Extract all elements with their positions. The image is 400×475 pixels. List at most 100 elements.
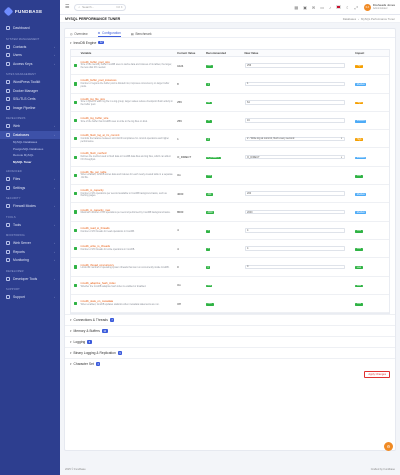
section-memory-buffers-header[interactable]: ▾ Memory & Buffers 10: [65, 325, 395, 336]
new-value-input[interactable]: 4: [244, 228, 345, 233]
new-value-input[interactable]: 64: [244, 99, 345, 105]
checkbox[interactable]: [74, 118, 78, 123]
sidebar-item-label: SSL/TLS Certs: [13, 97, 36, 102]
section-connections-threads-header[interactable]: ▾ Connections & Threads 7: [65, 314, 395, 325]
new-value-input[interactable]: 256: [244, 63, 345, 68]
moon-icon[interactable]: ☾: [346, 4, 350, 10]
sidebar-item-users[interactable]: Users ›: [0, 51, 60, 60]
section-innodb-header[interactable]: ▾ InnoDB Engine 12: [65, 38, 395, 47]
brand-logo[interactable]: FUNDBASE: [0, 6, 60, 16]
sidebar-item-ssl-tls-certs[interactable]: SSL/TLS Certs: [0, 95, 60, 104]
sidebar-item-wordpress-toolkit[interactable]: WordPress Toolkit: [0, 78, 60, 87]
checkbox[interactable]: [74, 192, 78, 196]
calendar-icon[interactable]: ▣: [303, 4, 307, 10]
new-value-input[interactable]: 1: [244, 81, 345, 87]
new-value-input[interactable]: 4: [244, 246, 345, 251]
checkbox[interactable]: [74, 301, 78, 306]
flag-icon[interactable]: [336, 5, 342, 9]
support-icon: [6, 295, 10, 300]
checkbox[interactable]: [74, 265, 78, 269]
checkbox[interactable]: [74, 155, 78, 159]
checkbox[interactable]: [74, 283, 78, 287]
section-character-set-header[interactable]: ▾ Character Set 3: [65, 358, 395, 369]
sidebar-item-web-server[interactable]: Web Server ›: [0, 239, 60, 248]
sidebar-item-access-keys[interactable]: Access Keys ›: [0, 60, 60, 69]
variable-name: innodb_flush_log_at_trx_commit: [80, 134, 120, 138]
checkbox[interactable]: [74, 64, 78, 68]
table-body: innodb_buffer_pool_size Size of the memor…: [71, 57, 389, 314]
sidebar-nav: Dashboard SYSTEM MANAGEMENT Contacts › Users…: [0, 24, 60, 302]
sidebar-item-reports[interactable]: Reports ›: [0, 248, 60, 257]
sidebar-item-monitoring[interactable]: Monitoring ›: [0, 256, 60, 265]
sidebar-subitem-mysql-databases[interactable]: MySQL Databases: [13, 140, 38, 145]
sidebar-item-label: Firewall Modes: [13, 204, 36, 209]
apply-changes-button[interactable]: Apply Changes: [364, 371, 390, 379]
sidebar-subitem-remote-mysql[interactable]: Remote MySQL: [13, 153, 34, 158]
sidebar-item-tools[interactable]: Tools ›: [0, 221, 60, 230]
search-input[interactable]: ⌕ Search... Ctrl K: [74, 3, 127, 11]
chat-icon[interactable]: ✉: [311, 4, 316, 10]
settings-fab-icon[interactable]: ⚙: [384, 442, 393, 451]
user-menu[interactable]: FJ Fireheads Jones Administrator: [363, 3, 395, 11]
sidebar-item-files[interactable]: Files ›: [0, 175, 60, 184]
checkbox[interactable]: [74, 228, 78, 232]
tab-benchmark[interactable]: ▤ Benchmark: [131, 32, 152, 37]
sidebar-item-web[interactable]: Web ›: [0, 122, 60, 131]
fullscreen-icon[interactable]: ⤢: [354, 4, 358, 10]
sidebar-subitem-mysql-tuner[interactable]: MySQL Tuner: [13, 159, 32, 164]
new-value-input[interactable]: 2000: [244, 209, 345, 215]
sidebar-item-developer-tools[interactable]: Developer Tools ›: [0, 275, 60, 284]
sidebar-item-image-pipeline[interactable]: Image Pipeline: [0, 104, 60, 113]
recommended-badge: OFF: [205, 302, 214, 306]
row-check-cell: [71, 137, 81, 141]
recommended-cell: ON: [205, 173, 245, 178]
header-new: New Value: [244, 51, 259, 55]
new-value-text: 2000: [247, 210, 253, 214]
new-value-select[interactable]: O_DIRECT ▾: [244, 154, 345, 160]
breadcrumb-databases[interactable]: Databases: [342, 16, 357, 21]
checkbox[interactable]: [74, 137, 78, 141]
new-value-input[interactable]: 0: [244, 264, 345, 270]
sidebar-item-docker-manager[interactable]: Docker Manager: [0, 87, 60, 96]
menu-toggle-icon[interactable]: ☰: [65, 4, 70, 10]
chevron-right-icon: ›: [54, 44, 55, 49]
recommended-badge: 4: [205, 248, 211, 251]
new-value-text: 4: [247, 228, 249, 232]
recommended-cell: 200: [205, 192, 245, 196]
section-logging-header[interactable]: ▾ Logging 5: [65, 336, 395, 347]
chevron-right-icon: ›: [54, 124, 55, 129]
tab-configuration[interactable]: ⚙ Configuration: [97, 31, 121, 37]
sidebar-subitem-postgresql-databases[interactable]: PostgreSQL Databases: [13, 146, 44, 151]
recommended-badge: 0: [205, 266, 211, 270]
recommended-badge: 4: [205, 229, 211, 233]
variable-name: innodb_adaptive_hash_index: [80, 282, 116, 285]
sidebar-item-firewall-modes[interactable]: Firewall Modes ›: [0, 202, 60, 211]
sidebar-item-dashboard[interactable]: Dashboard: [0, 24, 60, 33]
new-value-input[interactable]: 200: [244, 191, 345, 197]
variable-cell: innodb_buffer_pool_size Size of the memor…: [81, 61, 177, 70]
sidebar-item-settings[interactable]: Settings ›: [0, 184, 60, 193]
new-value-input[interactable]: 16: [244, 118, 345, 123]
checkbox[interactable]: [74, 210, 78, 214]
sidebar-item-databases[interactable]: Databases ›: [0, 130, 60, 139]
sidebar-item-support[interactable]: Support ›: [0, 293, 60, 302]
sidebar-item-contacts[interactable]: Contacts ›: [0, 43, 60, 52]
variable-description: Number of regions the buffer pool is div…: [80, 82, 170, 88]
impact-cell: High: [355, 100, 389, 105]
section-count-badge: 6: [117, 351, 123, 355]
checkbox[interactable]: [74, 82, 78, 86]
monitor-icon[interactable]: ▭: [320, 4, 325, 10]
nav-section-support: SUPPORT: [6, 288, 20, 291]
image-pipeline-icon: [6, 105, 10, 110]
variable-cell: innodb_io_capacity Number of I/O operatio…: [81, 189, 177, 198]
checkbox[interactable]: [74, 100, 78, 104]
grid-icon[interactable]: ▦: [294, 4, 299, 10]
checkbox[interactable]: [74, 247, 78, 251]
section-count-badge: 5: [87, 340, 92, 344]
tab-overview[interactable]: ◎ Overview: [70, 32, 88, 37]
new-value-select[interactable]: 2 - Write log at commit, flush every sec…: [244, 136, 345, 142]
variable-cell: innodb_flush_method Defines the method us…: [81, 152, 177, 161]
bell-icon[interactable]: ♪: [329, 4, 332, 10]
section-binary-logging-replication-header[interactable]: ▾ Binary Logging & Replication 6: [65, 347, 395, 358]
checkbox[interactable]: [74, 173, 78, 178]
